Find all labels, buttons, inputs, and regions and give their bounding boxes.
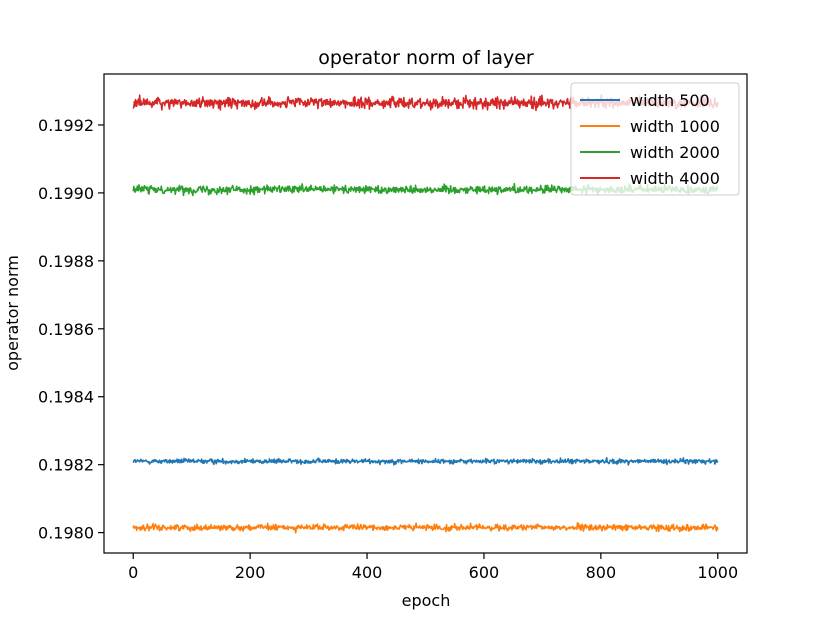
legend-label: width 1000	[630, 117, 720, 136]
legend-label: width 2000	[630, 143, 720, 162]
x-tick-label: 200	[235, 563, 266, 582]
legend: width 500 width 1000 width 2000 width 4000	[570, 82, 740, 196]
y-tick-label: 0.1980	[38, 524, 94, 543]
x-tick-label: 0	[128, 563, 138, 582]
x-axis-label: epoch	[402, 591, 451, 610]
chart-title: operator norm of layer	[318, 47, 534, 69]
x-tick-label: 1000	[697, 563, 738, 582]
x-axis: 0 200 400 600 800 1000	[128, 553, 738, 582]
plot-frame	[103, 73, 748, 554]
legend-label: width 500	[630, 91, 710, 110]
y-tick-label: 0.1986	[38, 320, 94, 339]
series-line-1	[132, 456, 719, 466]
x-tick-label: 600	[469, 563, 500, 582]
y-tick-label: 0.1990	[38, 184, 94, 203]
y-axis: 0.1980 0.1982 0.1984 0.1986 0.1988 0.1990 0.19…	[38, 116, 104, 543]
series-line-2	[132, 522, 719, 534]
x-tick-label: 400	[352, 563, 383, 582]
legend-box	[570, 82, 740, 196]
legend-label: width 4000	[630, 169, 720, 188]
y-tick-label: 0.1984	[38, 388, 94, 407]
y-tick-label: 0.1992	[38, 116, 94, 135]
y-tick-label: 0.1982	[38, 456, 94, 475]
y-tick-label: 0.1988	[38, 252, 94, 271]
x-tick-label: 800	[586, 563, 617, 582]
y-axis-label: operator norm	[3, 255, 22, 371]
